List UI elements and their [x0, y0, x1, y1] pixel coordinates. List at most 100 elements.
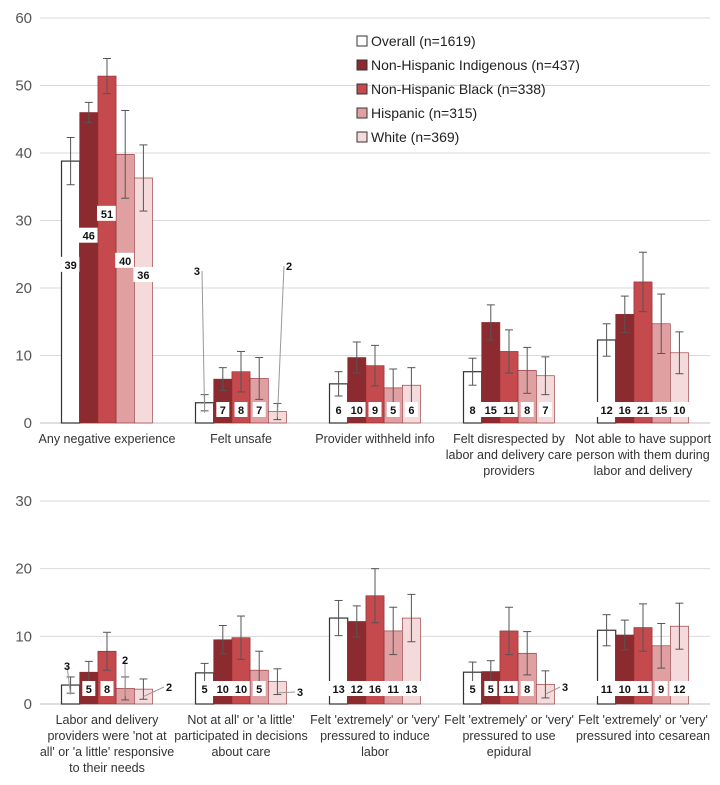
category-label: Felt disrespected by — [453, 432, 566, 446]
category-label: labor and delivery — [594, 464, 693, 478]
leader-line — [277, 691, 296, 694]
data-label-bg — [212, 681, 233, 696]
category-label: about care — [211, 745, 270, 759]
y-tick-label: 20 — [15, 280, 32, 297]
data-label: 5 — [256, 684, 262, 696]
data-label-bg — [480, 402, 501, 417]
data-label: 6 — [336, 405, 342, 417]
data-label: 5 — [488, 684, 494, 696]
category-label: Not at all' or 'a little' — [187, 713, 294, 727]
data-label: 2 — [166, 682, 172, 694]
category-label: Felt unsafe — [210, 432, 272, 446]
legend-swatch — [356, 131, 368, 143]
category-label: Felt 'extremely' or 'very' — [310, 713, 440, 727]
leader-line — [276, 265, 285, 418]
legend-swatch — [356, 83, 368, 95]
data-label: 11 — [387, 684, 399, 696]
data-label: 15 — [655, 405, 667, 417]
data-label: 8 — [470, 405, 476, 417]
category-label: pressured into cesarean — [576, 729, 710, 743]
category-label: to their needs — [69, 761, 145, 775]
data-label: 36 — [137, 270, 149, 282]
leader-line — [66, 665, 72, 695]
data-label: 11 — [503, 405, 515, 417]
data-label-bg — [328, 681, 349, 696]
data-label-bg — [633, 681, 653, 696]
bar — [79, 112, 99, 424]
data-label: 10 — [217, 684, 229, 696]
data-label-bg — [401, 681, 422, 696]
y-tick-label: 0 — [24, 415, 32, 432]
data-label-bg — [234, 402, 248, 417]
y-tick-label: 10 — [15, 348, 32, 365]
leader-line — [143, 686, 165, 698]
data-label-bg — [520, 402, 534, 417]
data-label-bg — [78, 227, 99, 243]
data-label-bg — [596, 402, 617, 417]
data-label-bg — [614, 681, 635, 696]
y-tick-label: 30 — [15, 493, 32, 510]
category-label: Felt 'extremely' or 'very' — [444, 713, 574, 727]
data-label: 10 — [351, 405, 363, 417]
data-label: 8 — [238, 405, 244, 417]
data-label: 46 — [83, 231, 95, 243]
data-label: 12 — [673, 684, 685, 696]
category-label: person with them during — [576, 448, 709, 462]
data-label: 11 — [503, 684, 515, 696]
data-label: 51 — [101, 209, 113, 221]
legend-item: Overall (n=1619) — [371, 33, 476, 49]
data-label: 10 — [619, 684, 631, 696]
data-label: 9 — [658, 684, 664, 696]
data-label: 3 — [194, 266, 200, 278]
data-label-bg — [596, 681, 617, 696]
data-label-bg — [499, 681, 519, 696]
category-label: pressured to induce — [320, 729, 430, 743]
data-label-bg — [216, 402, 230, 417]
legend-item: White (n=369) — [371, 129, 459, 145]
data-label: 9 — [372, 405, 378, 417]
data-label: 7 — [220, 405, 226, 417]
data-label: 11 — [601, 684, 613, 696]
data-label-bg — [669, 681, 690, 696]
bar — [60, 160, 81, 424]
data-label-bg — [198, 681, 212, 696]
data-label-bg — [368, 402, 382, 417]
leader-line — [545, 686, 561, 695]
data-label: 40 — [119, 256, 131, 268]
data-label: 10 — [673, 405, 685, 417]
data-label: 5 — [390, 405, 396, 417]
data-label-bg — [231, 681, 251, 696]
y-tick-label: 20 — [15, 561, 32, 578]
data-label-bg — [383, 681, 404, 696]
data-label: 10 — [235, 684, 247, 696]
data-label: 5 — [470, 684, 476, 696]
data-label-bg — [346, 402, 367, 417]
legend-item: Non-Hispanic Black (n=338) — [371, 81, 546, 97]
data-label: 39 — [64, 260, 76, 272]
data-label: 12 — [351, 684, 363, 696]
y-tick-label: 60 — [15, 10, 32, 27]
data-label: 2 — [286, 261, 292, 273]
category-label: Any negative experience — [39, 432, 176, 446]
y-tick-label: 0 — [24, 696, 32, 713]
data-label: 6 — [408, 405, 414, 417]
data-label-bg — [332, 402, 346, 417]
bar — [97, 75, 117, 424]
category-label: labor — [361, 745, 389, 759]
data-label: 8 — [104, 684, 110, 696]
legend-swatch — [356, 35, 368, 47]
data-label: 8 — [524, 405, 530, 417]
category-label: participated in decisions — [174, 729, 307, 743]
data-label: 15 — [485, 405, 497, 417]
data-label-bg — [82, 681, 96, 696]
data-label: 2 — [122, 655, 128, 667]
category-label: epidural — [487, 745, 531, 759]
legend-item: Non-Hispanic Indigenous (n=437) — [371, 57, 580, 73]
category-label: Not able to have support — [575, 432, 712, 446]
data-label: 16 — [369, 684, 381, 696]
data-label-bg — [404, 402, 418, 417]
data-label-bg — [520, 681, 534, 696]
data-label-bg — [386, 402, 400, 417]
data-label-bg — [346, 681, 367, 696]
